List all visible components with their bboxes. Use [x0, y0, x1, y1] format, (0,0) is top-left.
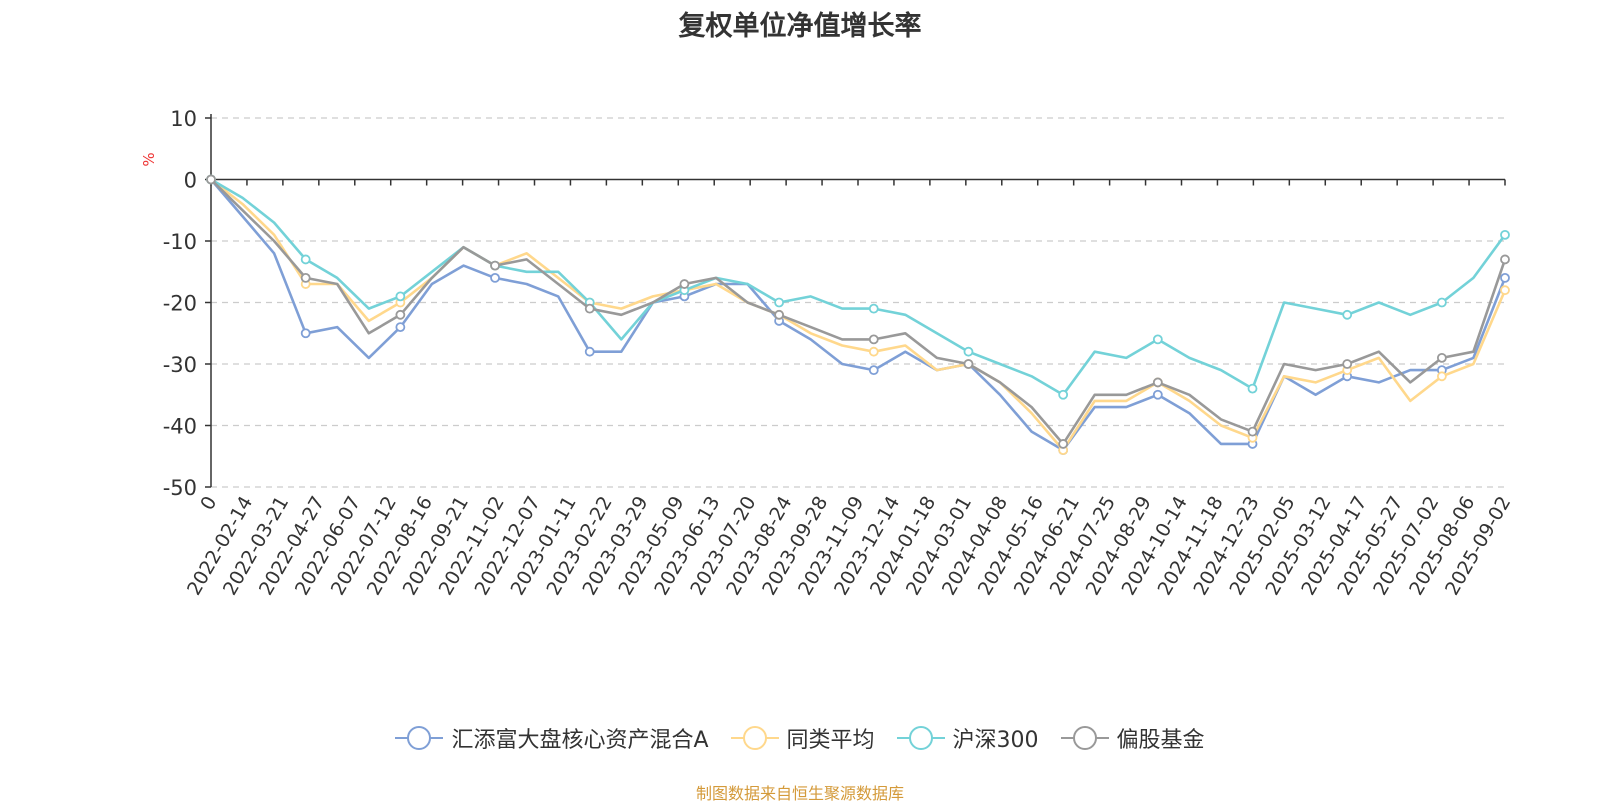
y-axis-unit: %: [140, 152, 158, 166]
legend-item[interactable]: 同类平均: [730, 722, 875, 754]
series-point: [868, 365, 879, 376]
legend-label: 沪深300: [952, 728, 1039, 753]
series-point: [584, 346, 595, 357]
series-point: [1152, 389, 1163, 400]
series-point: [1247, 383, 1258, 394]
series-point: [963, 346, 974, 357]
series-point: [679, 279, 690, 289]
series-line-1: [210, 178, 1507, 452]
legend-marker-icon: [896, 725, 945, 751]
source-note: 制图数据来自恒生聚源数据库: [695, 784, 904, 803]
series-point: [1152, 377, 1163, 388]
series-point: [395, 309, 406, 320]
series-line-3: [210, 178, 1507, 446]
series-point: [868, 334, 879, 345]
series-point: [300, 328, 311, 339]
series-point: [868, 303, 879, 314]
series-point: [395, 291, 406, 302]
legend-label: 偏股基金: [1116, 728, 1205, 753]
series-point: [868, 346, 879, 357]
y-tick-label: 0: [184, 169, 197, 193]
y-tick-label: -50: [163, 476, 197, 500]
series-point: [1436, 352, 1447, 363]
legend-marker-circle: [407, 726, 432, 750]
series-point: [490, 272, 500, 283]
series-point: [1500, 254, 1510, 265]
legend-item[interactable]: 偏股基金: [1060, 722, 1205, 754]
series-line-2: [210, 178, 1507, 397]
series-point: [1152, 334, 1163, 345]
legend-marker-circle: [742, 726, 767, 750]
series-point: [1500, 272, 1510, 283]
series-line-0: [210, 178, 1507, 452]
series-point: [1342, 309, 1353, 320]
series-lines: [206, 174, 1510, 456]
series-point: [490, 260, 500, 271]
series-point: [1436, 371, 1447, 382]
series-point: [1247, 426, 1258, 437]
series-point: [584, 303, 595, 314]
series-point: [300, 254, 311, 265]
series-point: [1436, 297, 1447, 308]
series-point: [963, 359, 974, 369]
series-point: [774, 309, 784, 320]
series-point: [206, 174, 216, 185]
y-tick-label: -40: [163, 415, 197, 439]
series-point: [300, 272, 311, 283]
y-tick-label: 10: [170, 107, 197, 131]
series-point: [1500, 229, 1510, 240]
legend-marker-icon: [730, 725, 779, 751]
legend-label: 汇添富大盘核心资产混合A: [451, 728, 709, 753]
series-point: [1058, 389, 1069, 400]
y-tick-label: -10: [163, 230, 197, 254]
series-point: [1342, 359, 1353, 369]
legend-item[interactable]: 沪深300: [896, 722, 1039, 754]
x-tick-label: 0: [196, 493, 221, 514]
y-tick-label: -20: [163, 292, 197, 316]
legend-marker-icon: [1060, 725, 1109, 751]
legend-marker-circle: [908, 726, 933, 750]
legend-marker-icon: [395, 725, 444, 751]
legend: 汇添富大盘核心资产混合A 同类平均 沪深300 偏股基金: [0, 722, 1600, 754]
chart-title: 复权单位净值增长率: [678, 11, 922, 42]
legend-marker-circle: [1072, 726, 1097, 750]
y-tick-label: -30: [163, 353, 197, 377]
legend-item[interactable]: 汇添富大盘核心资产混合A: [395, 722, 709, 754]
series-point: [1058, 439, 1069, 449]
legend-label: 同类平均: [786, 728, 875, 753]
series-point: [395, 322, 406, 333]
series-point: [1500, 285, 1510, 296]
series-point: [774, 297, 784, 308]
